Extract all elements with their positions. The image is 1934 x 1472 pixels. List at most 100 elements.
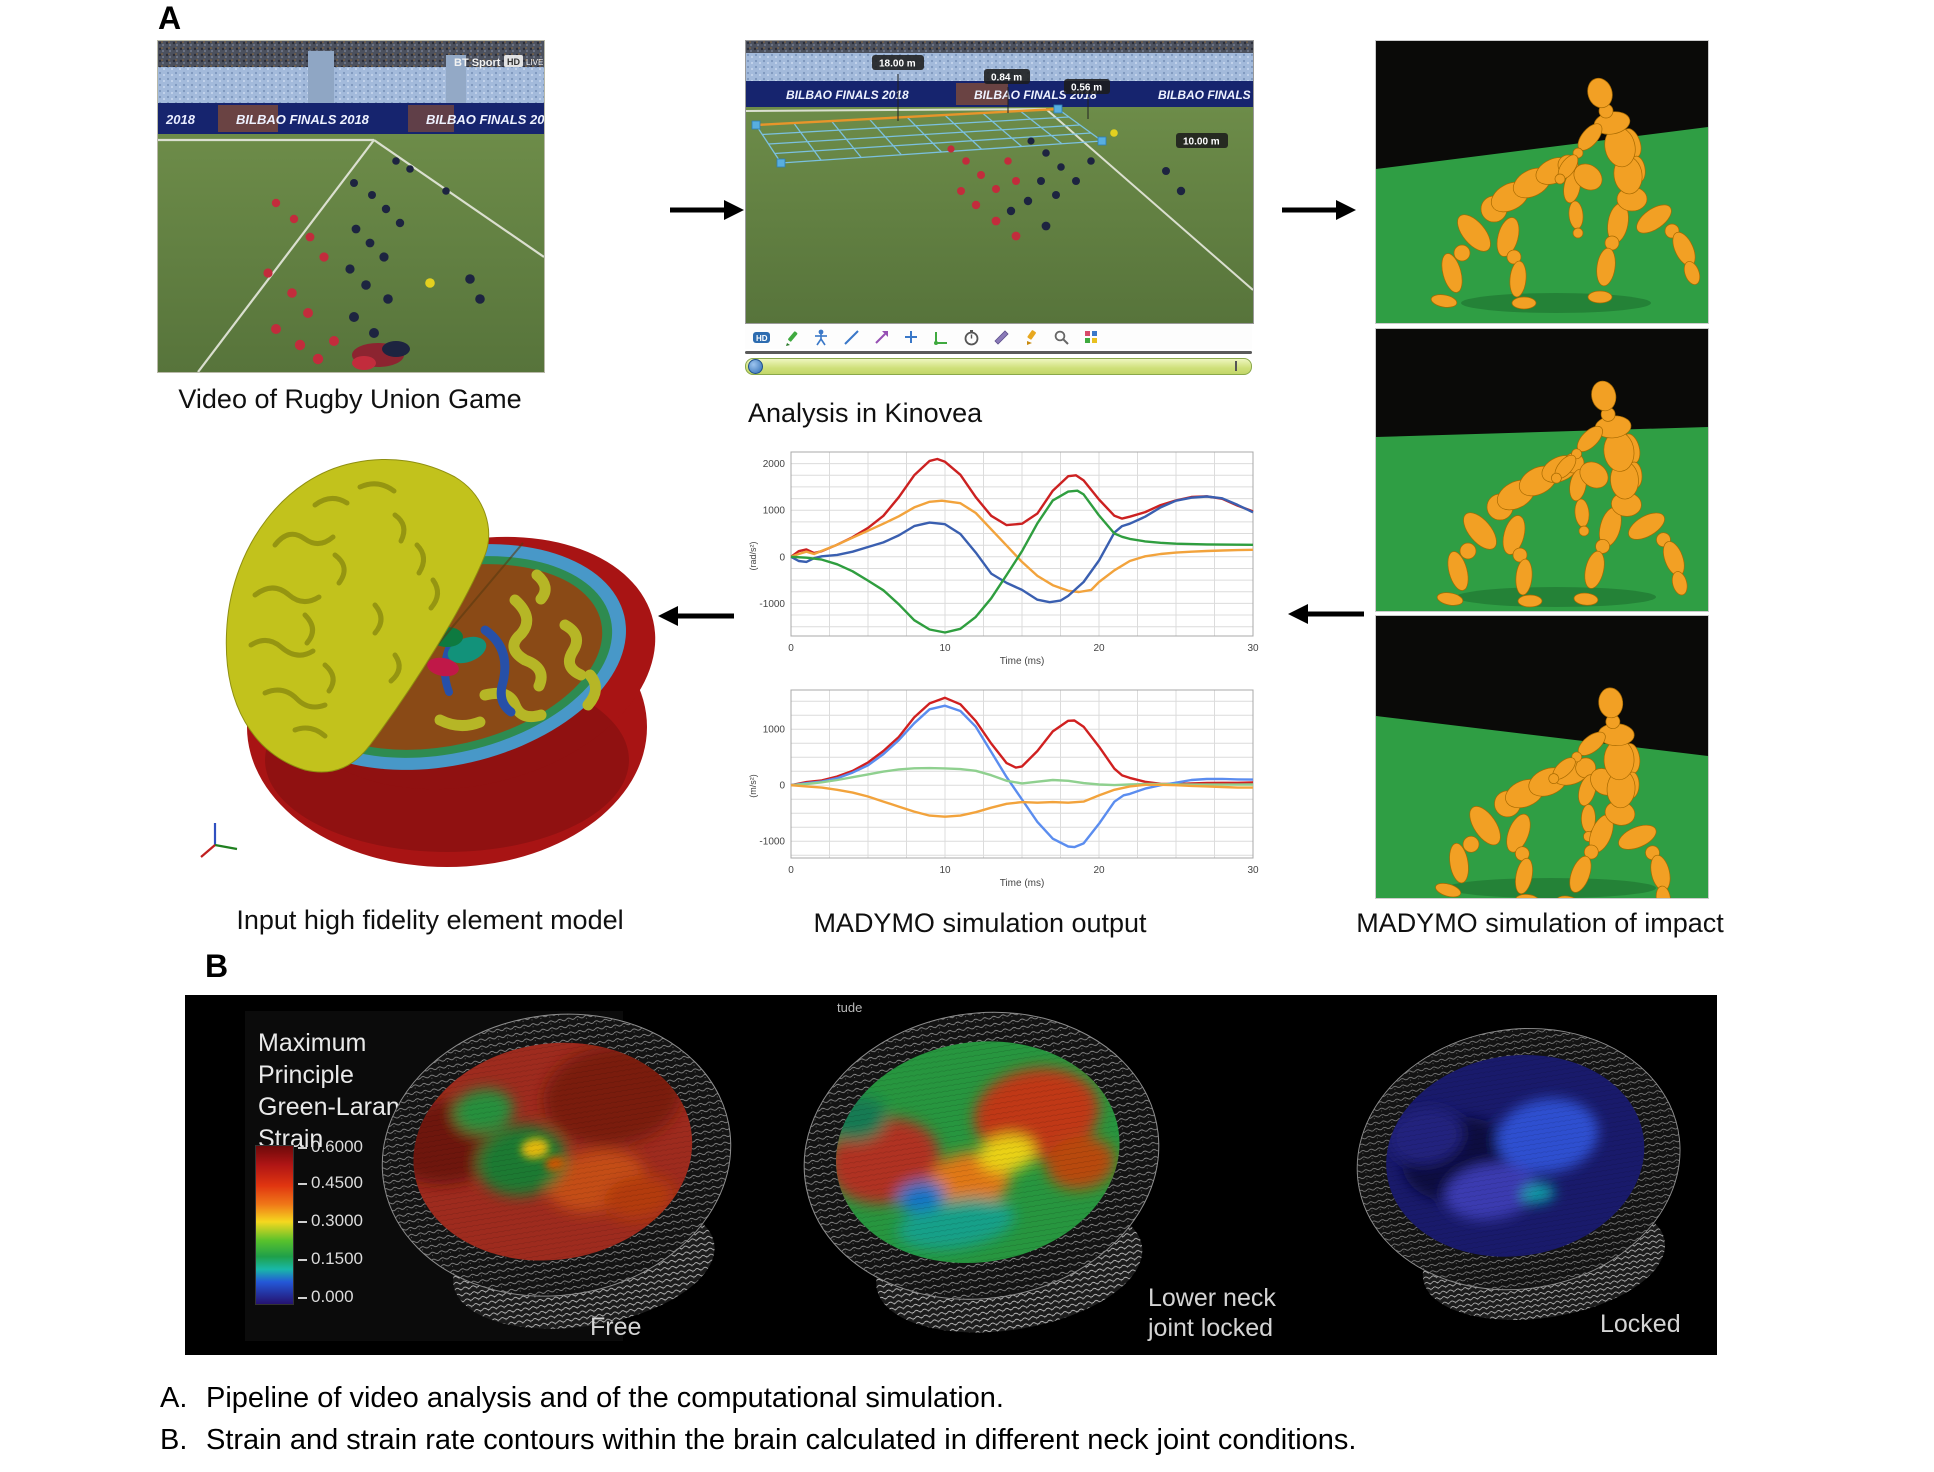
svg-text:Time (ms): Time (ms) bbox=[1000, 656, 1045, 667]
caption-b-text: Strain and strain rate contours within t… bbox=[206, 1424, 1357, 1456]
broadcaster-logo: BT Sport bbox=[454, 57, 501, 69]
madymo-output-chart-linear: 0 10 20 30 -1000 0 1000 Time (ms) (m/s²) bbox=[745, 680, 1265, 892]
madymo-frame-3 bbox=[1375, 615, 1709, 899]
players-navy-team bbox=[345, 157, 485, 338]
arrow-right-2 bbox=[1282, 200, 1356, 220]
color-grid-icon bbox=[1085, 331, 1097, 343]
strain-brain-lower-neck bbox=[803, 1011, 1160, 1333]
svg-text:(rad/s²): (rad/s²) bbox=[748, 541, 758, 570]
video-caption: Video of Rugby Union Game bbox=[178, 384, 522, 414]
condition-label-free: Free bbox=[590, 1313, 642, 1341]
players-red-team bbox=[947, 145, 1021, 241]
colorbar-ticks: 0.6000 0.4500 0.3000 0.1500 0.000 bbox=[298, 1137, 378, 1306]
ruck-cluster bbox=[352, 341, 410, 370]
madymo-output-chart-angular: 0 10 20 30 -1000 0 1000 2000 Time (ms) (rad/s²) bbox=[745, 442, 1265, 670]
svg-text:2000: 2000 bbox=[763, 459, 786, 470]
kinovea-video-image: BILBAO FINALS 2018 BILBAO FINALS 2018 BI… bbox=[745, 40, 1254, 324]
strain-brain-free bbox=[381, 1013, 732, 1329]
colorbar-tick: 0.3000 bbox=[298, 1211, 363, 1231]
condition-label-locked: Locked bbox=[1600, 1310, 1681, 1338]
condition-label-lower-neck: Lower neck joint locked bbox=[1148, 1284, 1276, 1342]
colorbar-tick: 0.6000 bbox=[298, 1137, 363, 1157]
measurement-18m: 18.00 m bbox=[879, 59, 916, 70]
banner-text-2: BILBAO FINALS 2018 bbox=[426, 112, 545, 127]
banner-text-3: BILBAO FINALS 2018 bbox=[1158, 88, 1254, 102]
caption-a-number: A. bbox=[160, 1382, 188, 1414]
svg-text:0: 0 bbox=[779, 781, 785, 792]
banner-text: BILBAO FINALS 2018 bbox=[786, 88, 909, 102]
pitch bbox=[158, 134, 544, 372]
referee bbox=[1110, 129, 1118, 137]
colorbar-tick: 0.1500 bbox=[298, 1249, 363, 1269]
ventricle-right bbox=[480, 625, 516, 717]
pitch-lines bbox=[158, 138, 544, 372]
kinovea-window: BILBAO FINALS 2018 BILBAO FINALS 2018 BI… bbox=[745, 40, 1254, 375]
timeline-knob bbox=[748, 359, 763, 374]
toolbar-separator bbox=[745, 351, 1252, 354]
brain-model-caption: Input high fidelity element model bbox=[236, 905, 624, 935]
figure-caption-b: B. Strain and strain rate contours within… bbox=[160, 1424, 1356, 1457]
partial-text-tude: tude bbox=[837, 1000, 863, 1015]
stadium-seats bbox=[158, 67, 544, 103]
arrow-right-1 bbox=[670, 200, 744, 220]
panel-a-label: A bbox=[158, 0, 182, 36]
rugby-video-image: 2018 BILBAO FINALS 2018 BILBAO FINALS 20… bbox=[157, 40, 545, 373]
banner-text-left: 2018 bbox=[165, 112, 196, 127]
stickman-icon bbox=[815, 329, 827, 346]
players-navy-team bbox=[1006, 137, 1186, 231]
colorbar-tick: 0.4500 bbox=[298, 1173, 363, 1193]
stopwatch-icon bbox=[964, 330, 979, 346]
hd-badge: HD bbox=[507, 57, 520, 67]
madymo-frame-1 bbox=[1375, 40, 1709, 324]
colorbar-tick: 0.000 bbox=[298, 1287, 354, 1307]
svg-text:10: 10 bbox=[939, 643, 951, 654]
kinovea-timeline bbox=[745, 358, 1252, 375]
angle-tool-icon bbox=[934, 332, 947, 345]
axes-triad bbox=[200, 823, 238, 858]
arrow-left-2 bbox=[658, 606, 734, 626]
measurement-084m: 0.84 m bbox=[991, 73, 1022, 84]
ruler-icon bbox=[994, 330, 1009, 345]
svg-text:30: 30 bbox=[1247, 643, 1259, 654]
arrow-left-1 bbox=[1288, 604, 1364, 624]
hd-badge-icon: HD bbox=[753, 332, 770, 343]
svg-text:20: 20 bbox=[1093, 865, 1105, 876]
svg-text:10: 10 bbox=[939, 865, 951, 876]
grid-handles bbox=[751, 104, 1107, 168]
caption-b-number: B. bbox=[160, 1424, 188, 1456]
madymo-sim-caption: MADYMO simulation of impact bbox=[1356, 908, 1724, 938]
magnifier-icon bbox=[1054, 330, 1069, 345]
kinovea-caption: Analysis in Kinovea bbox=[748, 398, 983, 428]
svg-text:HD: HD bbox=[756, 334, 768, 343]
live-badge: LIVE bbox=[526, 58, 543, 67]
referee bbox=[425, 278, 435, 288]
strain-panel: tude Maximum Principle Green-Larange Str… bbox=[185, 995, 1717, 1355]
arrow-tool-icon bbox=[875, 331, 888, 344]
brain-fe-model-image bbox=[200, 458, 656, 867]
panel-b-label: B bbox=[205, 948, 229, 984]
banner-text: BILBAO FINALS 2018 bbox=[236, 112, 370, 127]
timeline-marker bbox=[1235, 361, 1237, 371]
caption-a-text: Pipeline of video analysis and of the co… bbox=[206, 1382, 1004, 1414]
madymo-output-caption: MADYMO simulation output bbox=[813, 908, 1147, 938]
ad-banner bbox=[746, 81, 1253, 107]
madymo-frame-2 bbox=[1375, 328, 1709, 612]
svg-text:-1000: -1000 bbox=[759, 599, 785, 610]
measurement-labels: 18.00 m 0.84 m 0.56 m 10.00 m bbox=[872, 55, 1228, 148]
svg-text:0: 0 bbox=[779, 552, 785, 563]
figure-caption-a: A. Pipeline of video analysis and of the … bbox=[160, 1382, 1004, 1415]
pitch-lines bbox=[746, 108, 1253, 291]
highlighter-icon bbox=[1027, 330, 1036, 345]
ad-banner bbox=[158, 103, 544, 134]
svg-text:-1000: -1000 bbox=[759, 837, 785, 848]
gyri-texture bbox=[248, 481, 440, 739]
measurement-056m: 0.56 m bbox=[1071, 83, 1102, 94]
crimson-structure bbox=[427, 657, 459, 677]
svg-text:0: 0 bbox=[788, 643, 794, 654]
players-red-team bbox=[263, 198, 339, 365]
svg-text:1000: 1000 bbox=[763, 506, 786, 517]
svg-text:1000: 1000 bbox=[763, 725, 786, 736]
svg-text:Time (ms): Time (ms) bbox=[1000, 878, 1045, 889]
measurement-10m: 10.00 m bbox=[1183, 137, 1220, 148]
